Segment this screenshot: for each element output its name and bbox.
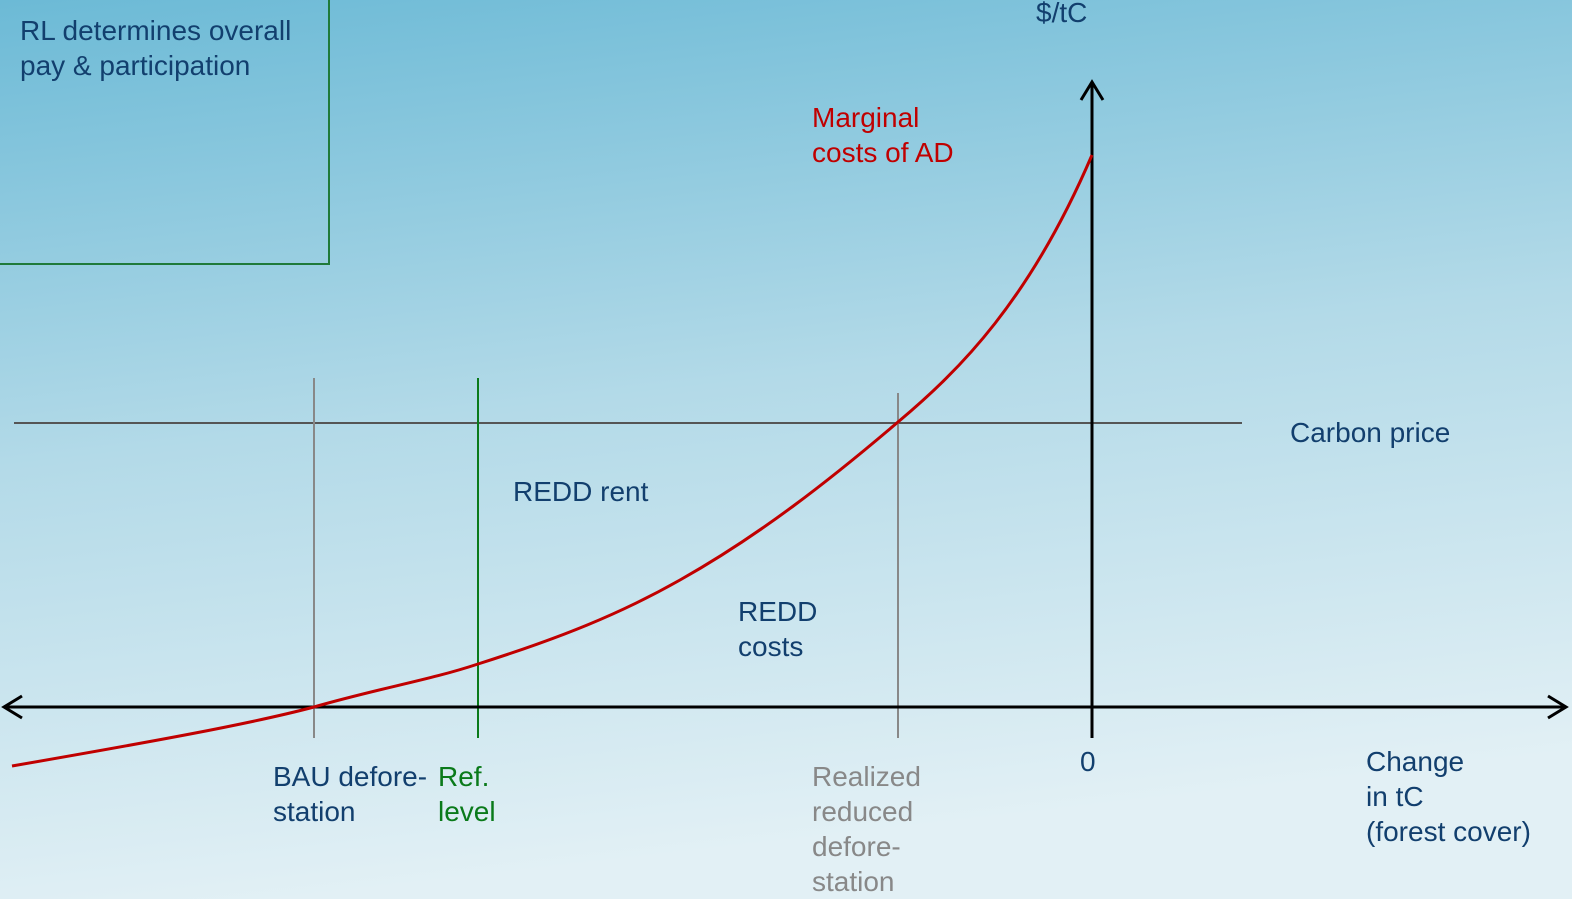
x-axis-label-line: Change [1366, 746, 1464, 777]
redd-rent-label: REDD rent [513, 476, 649, 507]
bau-label-line: station [273, 796, 356, 827]
realized-label-line: station [812, 866, 895, 897]
realized-label-line: Realized [812, 761, 921, 792]
y-axis-label: $/tC [1036, 0, 1087, 28]
origin-label: 0 [1080, 746, 1096, 777]
ref-level-label-line: level [438, 796, 496, 827]
redd-costs-label-line: costs [738, 631, 803, 662]
ref-level-label-line: Ref. [438, 761, 489, 792]
curve-label-line: costs of AD [812, 137, 954, 168]
x-axis-label-line: (forest cover) [1366, 816, 1531, 847]
diagram: RL determines overall pay & participation… [0, 0, 1572, 899]
carbon-price-label: Carbon price [1290, 417, 1450, 448]
background [0, 0, 1572, 899]
realized-label-line: reduced [812, 796, 913, 827]
curve-label-line: Marginal [812, 102, 919, 133]
x-axis-label-line: in tC [1366, 781, 1424, 812]
note-text-line: pay & participation [20, 50, 250, 81]
bau-label-line: BAU defore- [273, 761, 427, 792]
realized-label-line: defore- [812, 831, 901, 862]
page: RL determines overall pay & participation… [0, 0, 1572, 899]
redd-costs-label-line: REDD [738, 596, 817, 627]
note-text-line: RL determines overall [20, 15, 291, 46]
